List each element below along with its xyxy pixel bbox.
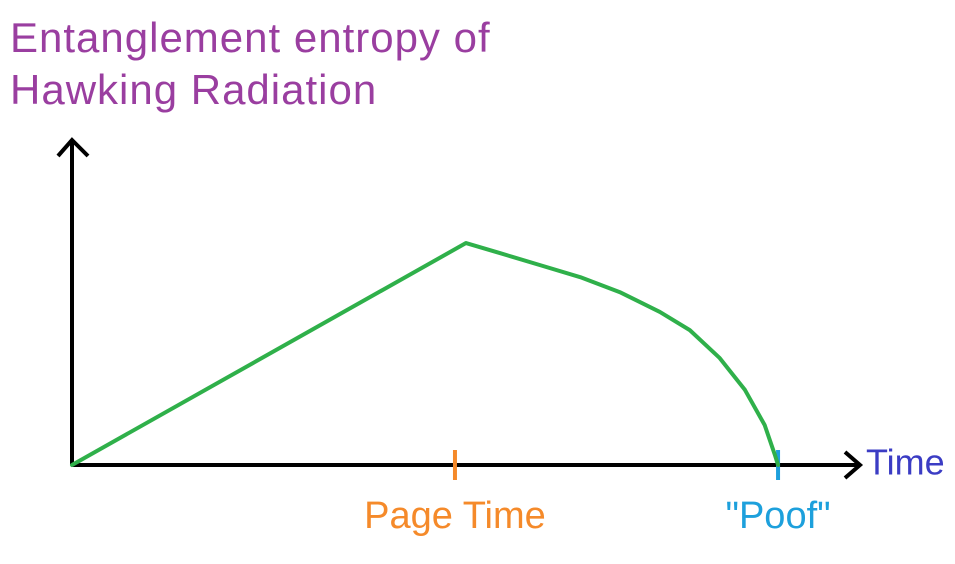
annotation-label: "Poof" [725,495,830,537]
line [70,241,781,467]
x-arrow [843,450,864,480]
x-axis-label: Time [866,442,945,483]
annotation-label: Page Time [364,495,546,537]
y-arrow [56,137,90,158]
y-axis-label: Entanglement entropy of Hawking Radiatio… [10,14,491,113]
